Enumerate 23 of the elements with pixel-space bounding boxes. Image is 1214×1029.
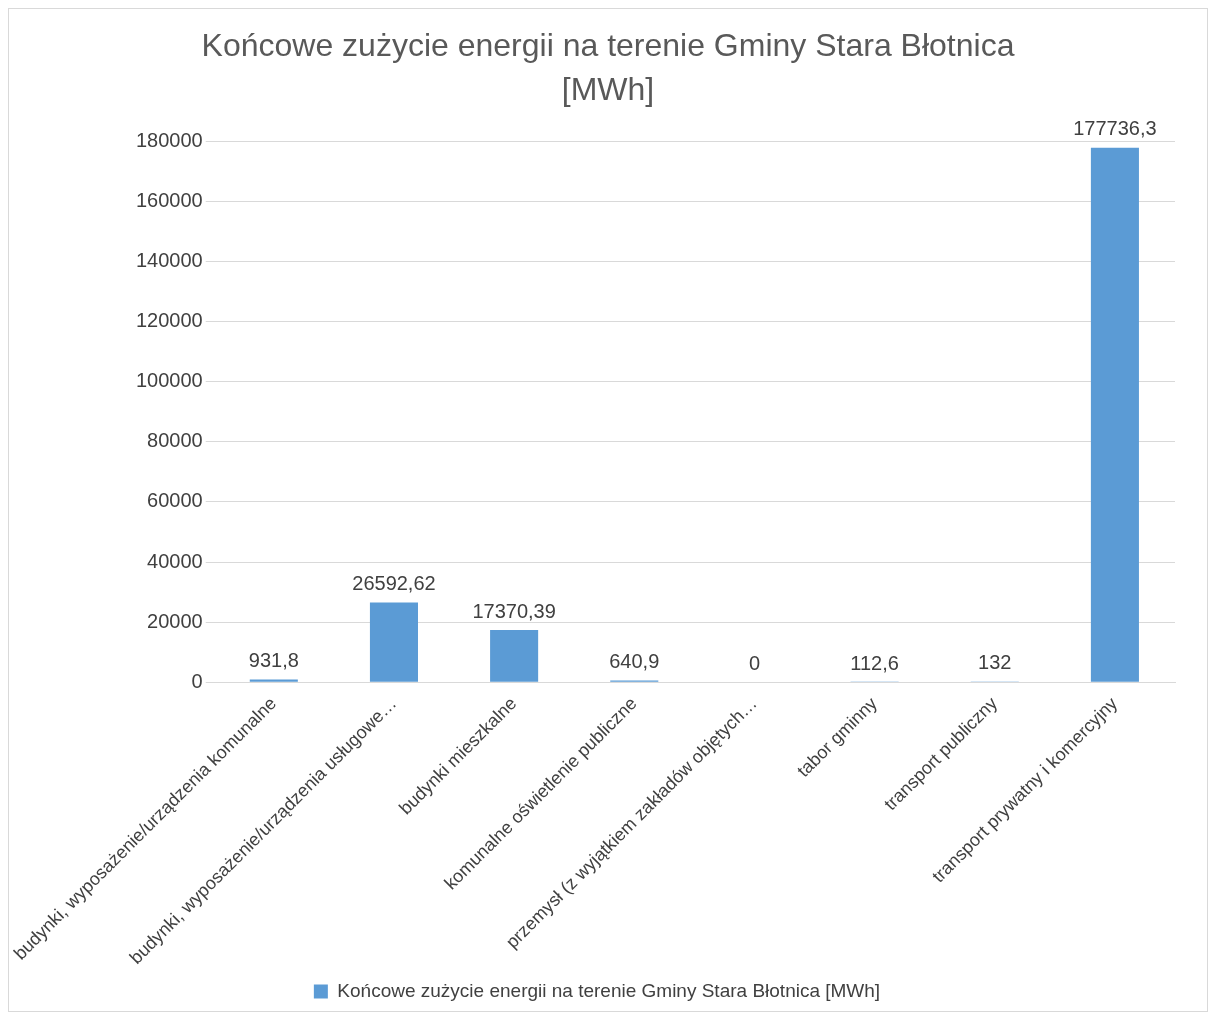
y-tick-label: 0 <box>191 669 203 692</box>
data-label: 112,6 <box>850 651 899 674</box>
y-tick-label: 40000 <box>147 549 203 572</box>
y-tick-label: 20000 <box>147 609 203 632</box>
data-label: 640,9 <box>609 649 660 672</box>
data-label: 0 <box>748 651 760 674</box>
y-tick-label: 100000 <box>135 369 203 392</box>
y-tick-label: 180000 <box>135 128 203 151</box>
y-tick-label: 60000 <box>147 489 203 512</box>
y-tick-label: 140000 <box>135 248 203 271</box>
data-label: 26592,62 <box>352 571 436 594</box>
chart-title: Końcowe zużycie energii na terenie Gminy Stara Błotnica [MWh] <box>200 26 1016 109</box>
bar <box>1090 147 1139 682</box>
data-label: 931,8 <box>248 649 299 672</box>
y-tick-label: 160000 <box>135 188 203 211</box>
data-label: 177736,3 <box>1073 117 1157 140</box>
data-label: 17370,39 <box>472 599 556 622</box>
bar <box>490 630 539 682</box>
y-tick-label: 80000 <box>147 429 203 452</box>
legend-label: Końcowe zużycie energii na terenie Gminy Stara Błotnica [MWh] <box>337 979 881 1001</box>
bar <box>369 602 418 682</box>
data-label: 132 <box>978 651 1012 674</box>
y-tick-label: 120000 <box>135 308 203 331</box>
